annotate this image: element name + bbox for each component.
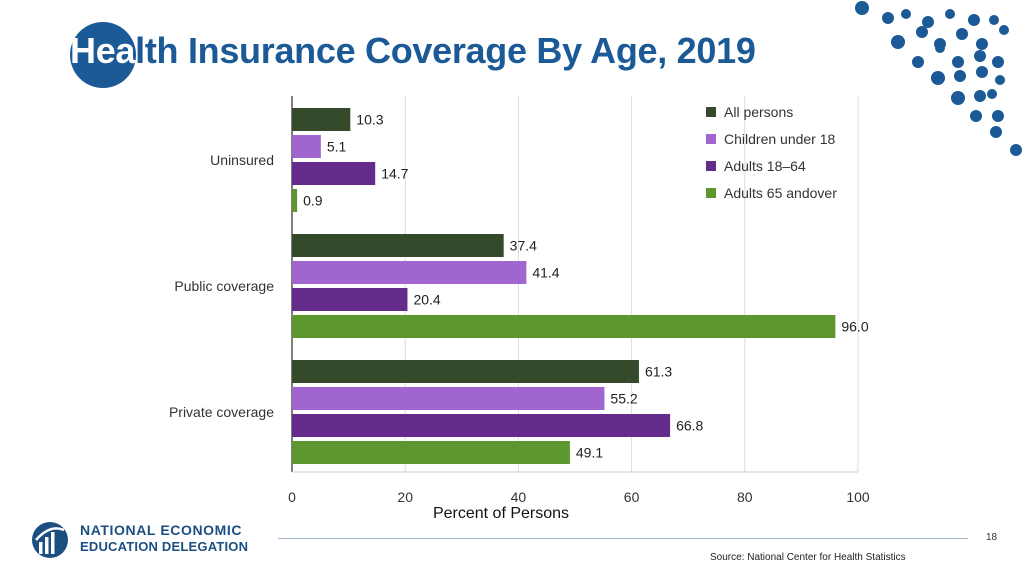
title-accent-circle: [70, 22, 136, 88]
bar: [292, 315, 836, 338]
decor-dot: [990, 126, 1002, 138]
slide-title-highlight: Hea: [70, 30, 136, 71]
decor-dot: [952, 56, 964, 68]
bar-value-label: 66.8: [676, 418, 703, 434]
decor-dot: [976, 66, 988, 78]
bar: [292, 387, 605, 410]
x-tick-label: 40: [511, 489, 527, 505]
chart-bars: [292, 108, 836, 464]
decor-dot: [974, 90, 986, 102]
page-number: 18: [986, 532, 998, 543]
bar-value-label: 5.1: [327, 139, 347, 155]
bar-value-label: 96.0: [841, 319, 868, 335]
source-note: Source: National Center for Health Stati…: [710, 552, 906, 563]
legend-entry: All persons: [724, 104, 793, 120]
bar-value-label: 10.3: [356, 112, 383, 128]
decor-dot: [922, 16, 934, 28]
decor-dot: [931, 71, 945, 85]
decor-dot: [1010, 144, 1022, 156]
bar-value-label: 61.3: [645, 364, 672, 380]
decor-dot: [954, 70, 966, 82]
bar: [292, 189, 298, 212]
category-label: Uninsured: [210, 152, 274, 168]
ned-logo-mark-icon: [32, 522, 68, 558]
legend-entry: Children under 18: [724, 131, 836, 147]
decor-dot: [974, 50, 986, 62]
slide-title: Health Insurance Coverage By Age, 2019: [70, 30, 756, 72]
decor-dot: [901, 9, 911, 19]
bar: [292, 135, 321, 158]
x-tick-label: 0: [288, 489, 296, 505]
slide-title-rest: lth Insurance Coverage By Age, 2019: [135, 30, 756, 71]
chart-category-labels: Uninsured Public coverage Private coverage: [169, 152, 274, 420]
logo-line-1: NATIONAL ECONOMIC: [80, 522, 243, 538]
decor-dot: [992, 110, 1004, 122]
chart-legend: All persons Children under 18 Adults 18–64…: [706, 104, 837, 201]
legend-swatch: [706, 161, 716, 171]
bar: [292, 234, 504, 257]
bar-value-label: 0.9: [303, 193, 323, 209]
bar: [292, 414, 671, 437]
decor-dot: [945, 9, 955, 19]
bar-value-label: 20.4: [413, 292, 440, 308]
decor-dot: [891, 35, 905, 49]
decor-dot: [855, 1, 869, 15]
decor-dot: [882, 12, 894, 24]
decor-dot: [912, 56, 924, 68]
chart-x-ticks: 0 20 40 60 80 100: [288, 489, 870, 505]
decor-dot: [968, 14, 980, 26]
x-tick-label: 20: [397, 489, 413, 505]
legend-swatch: [706, 107, 716, 117]
decor-dot: [976, 38, 988, 50]
coverage-bar-chart: 10.3 5.1 14.7 0.9 37.4 41.4 20.4 96.0 61.3 55.2 66…: [169, 96, 870, 522]
bar: [292, 162, 376, 185]
logo-line-2: EDUCATION DELEGATION: [80, 539, 249, 554]
legend-entry: Adults 65 andover: [724, 185, 837, 201]
bar: [292, 441, 570, 464]
bar: [292, 261, 527, 284]
bar-value-label: 41.4: [532, 265, 559, 281]
bar: [292, 288, 408, 311]
decor-dot: [987, 89, 997, 99]
category-label: Private coverage: [169, 404, 274, 420]
category-label: Public coverage: [174, 278, 274, 294]
decor-dot: [951, 91, 965, 105]
legend-swatch: [706, 134, 716, 144]
decor-dot: [956, 28, 968, 40]
legend-swatch: [706, 188, 716, 198]
chart-data-labels: 10.3 5.1 14.7 0.9 37.4 41.4 20.4 96.0 61.3 55.2 66…: [303, 112, 869, 461]
footer-divider: [278, 538, 968, 539]
bar-value-label: 49.1: [576, 445, 603, 461]
legend-entry: Adults 18–64: [724, 158, 806, 174]
decor-dot: [970, 110, 982, 122]
decor-dot: [992, 56, 1004, 68]
decor-dot: [995, 75, 1005, 85]
x-tick-label: 80: [737, 489, 753, 505]
x-tick-label: 60: [624, 489, 640, 505]
decorative-dot-pattern: [855, 1, 1022, 156]
bar: [292, 360, 639, 383]
ned-logo: NATIONAL ECONOMIC EDUCATION DELEGATION: [30, 518, 270, 562]
bar-value-label: 14.7: [381, 166, 408, 182]
decor-dot: [935, 43, 945, 53]
decor-dot: [916, 26, 928, 38]
bar: [292, 108, 351, 131]
x-axis-label: Percent of Persons: [433, 505, 569, 522]
decor-dot: [999, 25, 1009, 35]
bar-value-label: 55.2: [610, 391, 637, 407]
bar-value-label: 37.4: [510, 238, 537, 254]
decor-dot: [989, 15, 999, 25]
x-tick-label: 100: [846, 489, 870, 505]
